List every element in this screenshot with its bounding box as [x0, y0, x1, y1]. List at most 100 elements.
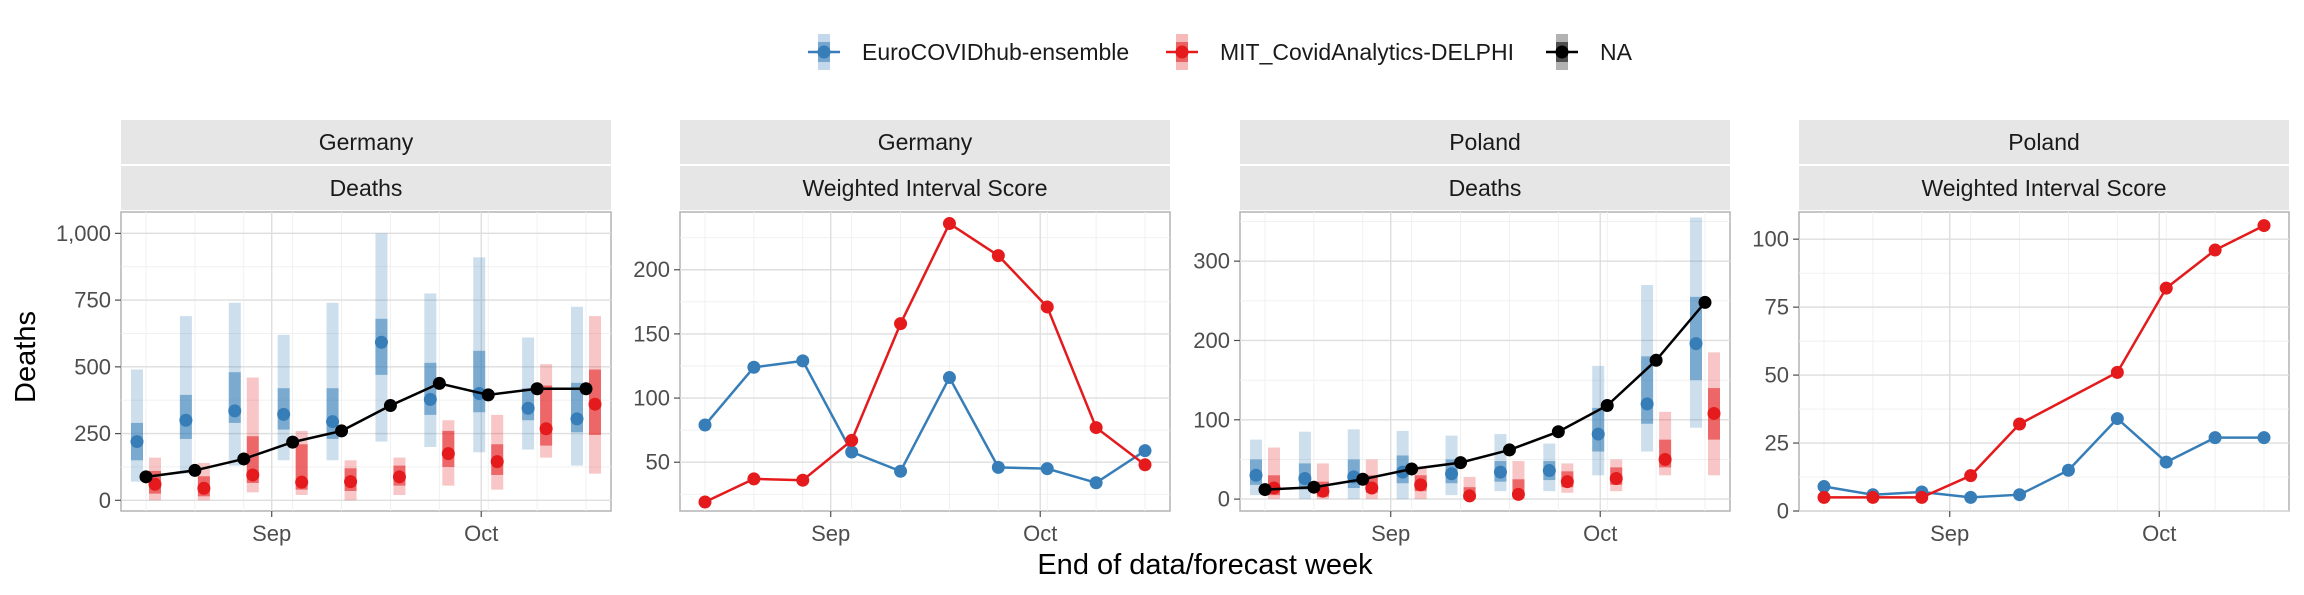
median-point-ensemble: [423, 392, 437, 406]
strip-location-bg: [1240, 120, 1730, 164]
median-point-ensemble: [1298, 471, 1312, 485]
score-point-mit: [2208, 243, 2222, 257]
x-tick-label: Oct: [464, 521, 498, 546]
median-point-ensemble: [228, 404, 242, 418]
median-point-ensemble: [521, 401, 535, 415]
score-point-ensemble: [2013, 488, 2027, 502]
y-tick-label: 100: [1193, 407, 1230, 432]
data-layer: [698, 217, 1152, 509]
strip-location-label: Poland: [2008, 129, 2080, 155]
observed-point: [432, 376, 446, 390]
score-point-ensemble: [2257, 431, 2271, 445]
median-point-mit: [392, 470, 406, 484]
observed-line: [1264, 301, 1706, 491]
panel-background: [120, 211, 612, 512]
legend-label: EuroCOVIDhub-ensemble: [862, 39, 1129, 65]
strip-location-bg: [1799, 120, 2289, 164]
observed-point: [139, 470, 153, 484]
median-point-mit: [588, 397, 602, 411]
median-point-ensemble: [1493, 465, 1507, 479]
median-point-mit: [197, 481, 211, 495]
score-point-mit: [747, 472, 761, 486]
observed-point: [1307, 480, 1321, 494]
x-tick-label: Oct: [1583, 521, 1617, 546]
median-point-mit: [344, 475, 358, 489]
observed-point: [1502, 443, 1516, 457]
y-tick-label: 50: [646, 450, 670, 475]
strip-target-bg: [1799, 166, 2289, 210]
median-point-ensemble: [1249, 468, 1263, 482]
x-tick-label: Sep: [252, 521, 291, 546]
y-tick-label: 50: [1765, 363, 1789, 388]
median-point-mit: [295, 475, 309, 489]
y-axis-title: Deaths: [10, 311, 42, 403]
observed-point: [1356, 472, 1370, 486]
legend-item-observed: NA: [1546, 34, 1633, 70]
median-point-ensemble: [277, 407, 291, 421]
strip-target-bg: [121, 166, 611, 210]
strip-target-label: Deaths: [330, 175, 403, 201]
score-point-mit: [2159, 281, 2173, 295]
panel-germany-wis: Germany Weighted Interval Score 50 100 150 20…: [633, 120, 1171, 546]
x-tick-label: Oct: [2142, 521, 2176, 546]
observed-point: [1405, 462, 1419, 476]
y-tick-label: 500: [74, 354, 111, 379]
panel-poland-wis: Poland Weighted Interval Score 0 25 50 75 100 S…: [1752, 120, 2290, 546]
panel-poland-deaths: Poland Deaths 0 100 200 300 Sep Oct: [1193, 120, 1731, 546]
strip-location-label: Germany: [878, 129, 973, 155]
score-point-mit: [1138, 458, 1152, 472]
median-point-mit: [1560, 475, 1574, 489]
score-point-mit: [1866, 490, 1880, 504]
score-point-mit: [1964, 469, 1978, 483]
score-point-mit: [698, 495, 712, 509]
y-tick-label: 100: [1752, 227, 1789, 252]
median-point-mit: [1658, 452, 1672, 466]
observed-point: [335, 424, 349, 438]
observed-point: [383, 399, 397, 413]
score-point-mit: [1089, 421, 1103, 435]
observed-point: [530, 382, 544, 396]
score-line-ensemble: [704, 359, 1146, 485]
score-point-ensemble: [991, 460, 1005, 474]
strip-target-label: Weighted Interval Score: [802, 175, 1047, 201]
score-point-mit: [1040, 300, 1054, 314]
score-point-ensemble: [845, 445, 859, 459]
median-point-ensemble: [1689, 337, 1703, 351]
y-tick-label: 0: [1218, 487, 1230, 512]
observed-point: [481, 388, 495, 402]
score-point-ensemble: [1817, 480, 1831, 494]
y-tick-label: 200: [633, 257, 670, 282]
strip-target-label: Deaths: [1449, 175, 1522, 201]
median-point-ensemble: [130, 435, 144, 449]
strip-location-label: Poland: [1449, 129, 1521, 155]
observed-point: [286, 435, 300, 449]
interval-50-ensemble: [473, 350, 486, 413]
data-layer: [1817, 219, 2271, 504]
legend-label: NA: [1600, 39, 1633, 65]
median-point-ensemble: [1640, 397, 1654, 411]
score-point-mit: [2013, 417, 2027, 431]
score-line-mit: [704, 221, 1146, 504]
score-line-ensemble: [1823, 416, 2264, 499]
median-point-ensemble: [1445, 467, 1459, 481]
median-point-mit: [1511, 487, 1525, 501]
x-tick-label: Sep: [1930, 521, 1969, 546]
median-point-ensemble: [570, 412, 584, 426]
score-point-ensemble: [698, 418, 712, 432]
observed-line: [145, 382, 586, 479]
legend: EuroCOVIDhub-ensemble MIT_CovidAnalytics-…: [808, 34, 1633, 70]
x-tick-label: Oct: [1023, 521, 1057, 546]
median-point-mit: [1365, 481, 1379, 495]
panel-background: [679, 211, 1171, 512]
strip-target-bg: [1240, 166, 1730, 210]
legend-point: [1175, 45, 1189, 59]
score-point-ensemble: [894, 464, 908, 478]
interval-50-mit: [540, 385, 553, 446]
y-tick-label: 1,000: [56, 221, 111, 246]
interval-50-ensemble: [1641, 356, 1654, 424]
legend-item-ensemble: EuroCOVIDhub-ensemble: [808, 34, 1129, 70]
median-point-mit: [490, 455, 504, 469]
y-tick-label: 300: [1193, 249, 1230, 274]
score-point-ensemble: [2110, 412, 2124, 426]
